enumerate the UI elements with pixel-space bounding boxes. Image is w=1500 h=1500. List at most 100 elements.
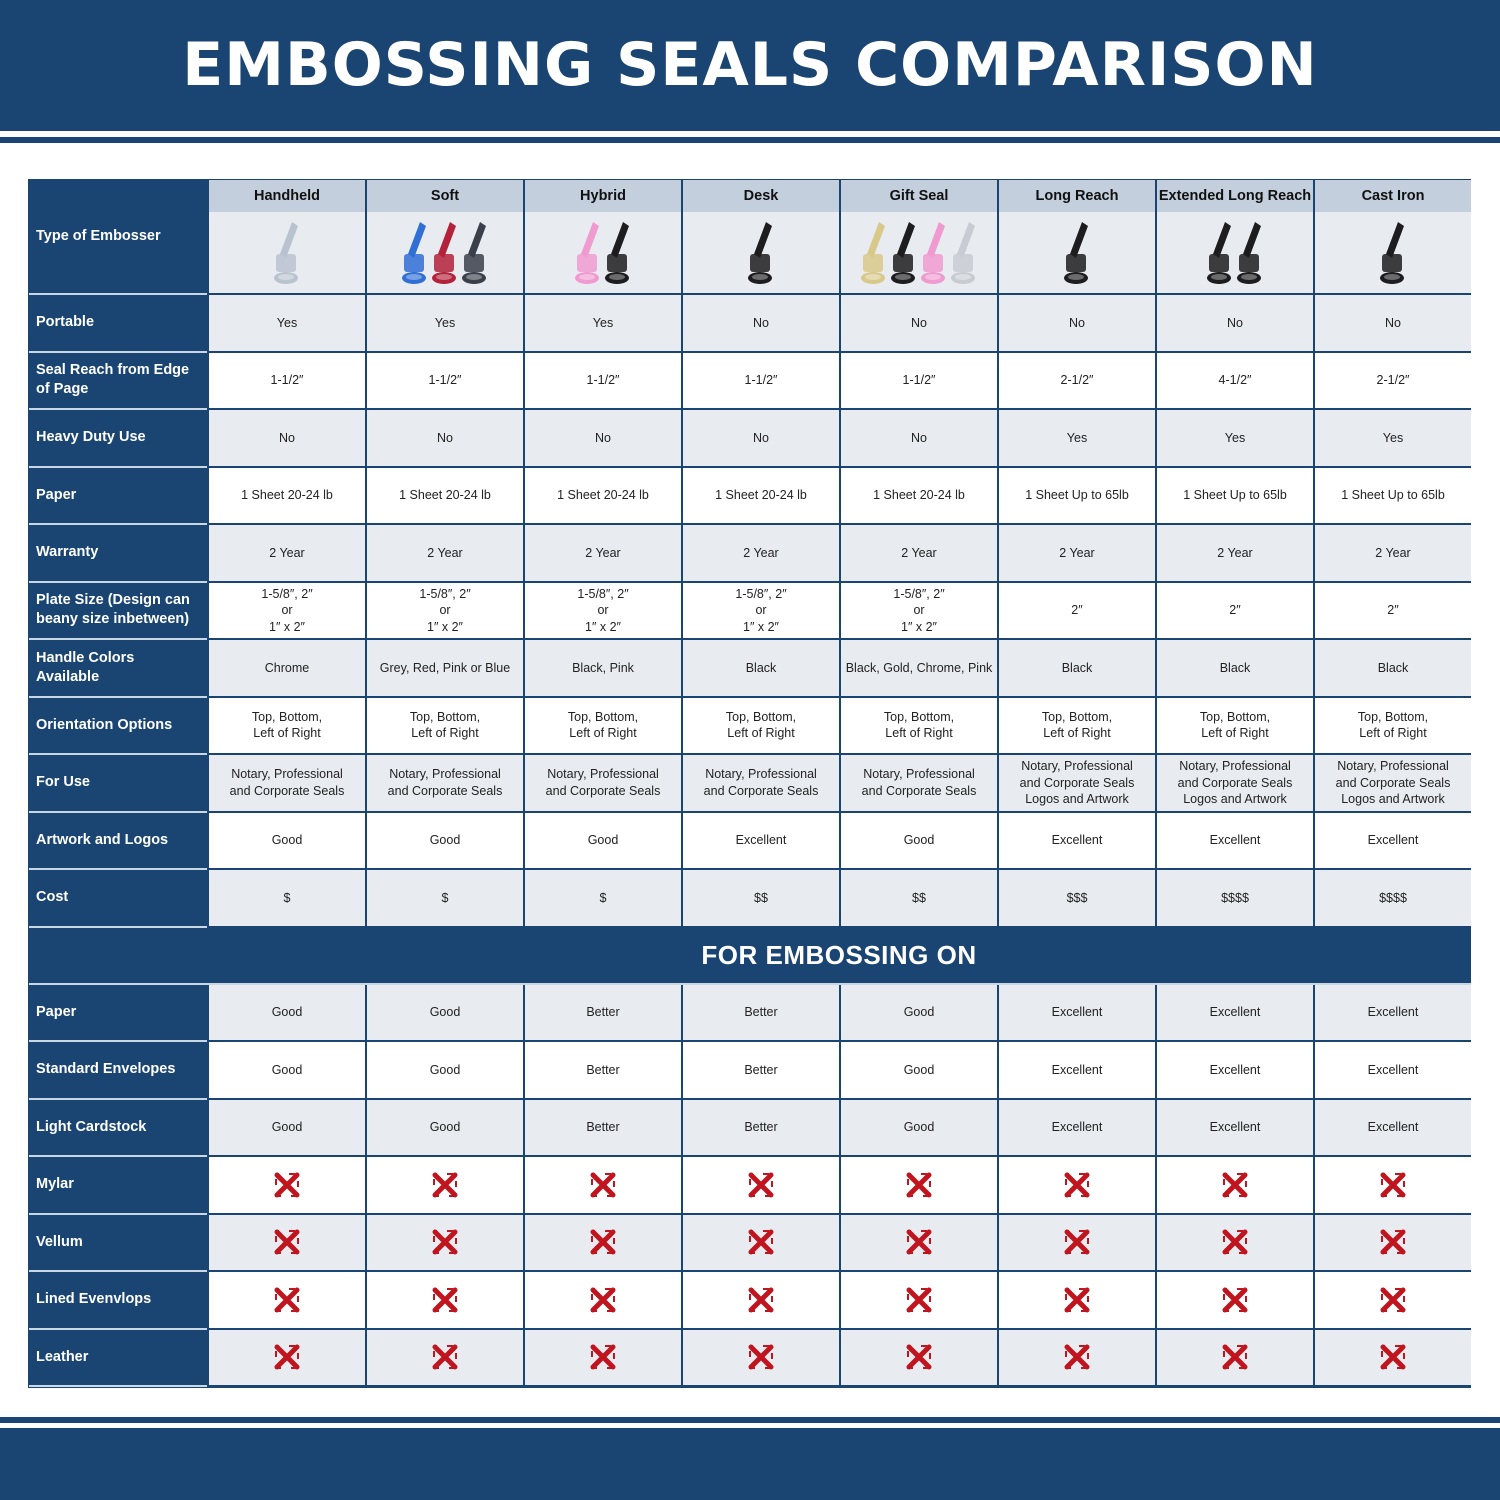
table-cell: Excellent [681,812,839,870]
embosser-icon [891,221,915,284]
divider [0,137,1500,143]
x-icon [432,1287,458,1313]
embosser-image [523,212,681,295]
row-label: Heavy Duty Use [29,410,207,468]
x-icon [1222,1344,1248,1370]
table-cell: Good [365,812,523,870]
table-cell: 1-5/8″, 2″ or 1″ x 2″ [207,582,365,640]
embosser-image [997,212,1155,295]
table-cell: Notary, Professional and Corporate Seals [681,755,839,813]
row-label: Leather [29,1329,207,1387]
table-cell: 1 Sheet Up to 65lb [997,467,1155,525]
table-cell: Better [523,1042,681,1100]
table-cell: No [1313,295,1471,353]
table-cell: Good [365,1042,523,1100]
row-label: Light Cardstock [29,1099,207,1157]
table-cell: $$ [839,870,997,928]
x-icon [1064,1172,1090,1198]
table-cell: No [839,295,997,353]
table-cell: $$$$ [1155,870,1313,928]
table-cell: No [997,295,1155,353]
x-icon [1380,1172,1406,1198]
x-icon [274,1287,300,1313]
table-cell: 2″ [1313,582,1471,640]
table-cell: 1-5/8″, 2″ or 1″ x 2″ [839,582,997,640]
table-cell [997,1157,1155,1215]
x-icon [590,1344,616,1370]
table-cell: Excellent [1155,984,1313,1042]
column-header: Extended Long Reach [1155,180,1313,212]
row-label: Orientation Options [29,697,207,755]
table-cell: Good [207,812,365,870]
table-cell: $$$$ [1313,870,1471,928]
row-label: Paper [29,467,207,525]
table-cell [1313,1214,1471,1272]
embosser-icon [1064,221,1088,284]
table-cell: Notary, Professional and Corporate Seals [207,755,365,813]
page-title: EMBOSSING SEALS COMPARISON [182,30,1318,100]
embosser-icon [951,221,975,284]
table-cell: Better [681,1099,839,1157]
table-cell: Good [365,984,523,1042]
table-cell: Yes [997,410,1155,468]
table-cell: Grey, Red, Pink or Blue [365,640,523,698]
table-cell: 2 Year [1155,525,1313,583]
table-cell: No [681,410,839,468]
table-cell: Excellent [1313,984,1471,1042]
table-cell [839,1157,997,1215]
table-cell: No [839,410,997,468]
table-cell: Excellent [1313,1099,1471,1157]
table-cell: $ [523,870,681,928]
table-cell: 2 Year [523,525,681,583]
table-cell [207,1157,365,1215]
table-cell: Good [839,1042,997,1100]
table-cell: Yes [1155,410,1313,468]
column-header: Handheld [207,180,365,212]
table-cell: Notary, Professional and Corporate Seals [365,755,523,813]
table-cell [681,1272,839,1330]
row-label: Handle Colors Available [29,640,207,698]
table-cell: 1 Sheet Up to 65lb [1155,467,1313,525]
table-cell: 1 Sheet 20-24 lb [207,467,365,525]
row-label: Warranty [29,525,207,583]
x-icon [906,1172,932,1198]
table-cell [1313,1329,1471,1387]
x-icon [748,1287,774,1313]
table-cell: No [365,410,523,468]
table-cell: Better [523,1099,681,1157]
embosser-icon [861,221,885,284]
table-cell [1155,1272,1313,1330]
embosser-icon [274,221,298,284]
table-cell [523,1272,681,1330]
embosser-icon [748,221,772,284]
x-icon [906,1344,932,1370]
row-label: Lined Evenvlops [29,1272,207,1330]
table-cell: 1 Sheet 20-24 lb [365,467,523,525]
table-cell [365,1214,523,1272]
table-cell: 2 Year [365,525,523,583]
x-icon [906,1287,932,1313]
x-icon [432,1229,458,1255]
table-cell: Good [839,984,997,1042]
table-cell [207,1272,365,1330]
x-icon [590,1172,616,1198]
table-cell: Good [523,812,681,870]
table-cell: $ [365,870,523,928]
embosser-icon [402,221,426,284]
table-cell: 1-1/2″ [523,352,681,410]
embosser-image [1155,212,1313,295]
table-cell: Yes [207,295,365,353]
x-icon [274,1172,300,1198]
x-icon [274,1229,300,1255]
x-icon [748,1344,774,1370]
table-cell: 1 Sheet 20-24 lb [523,467,681,525]
embosser-icon [921,221,945,284]
table-cell [681,1214,839,1272]
table-cell: $$ [681,870,839,928]
table-cell: Good [207,1042,365,1100]
row-label: Vellum [29,1214,207,1272]
table-cell [207,1214,365,1272]
row-label: Portable [29,295,207,353]
x-icon [1222,1287,1248,1313]
table-cell [681,1329,839,1387]
